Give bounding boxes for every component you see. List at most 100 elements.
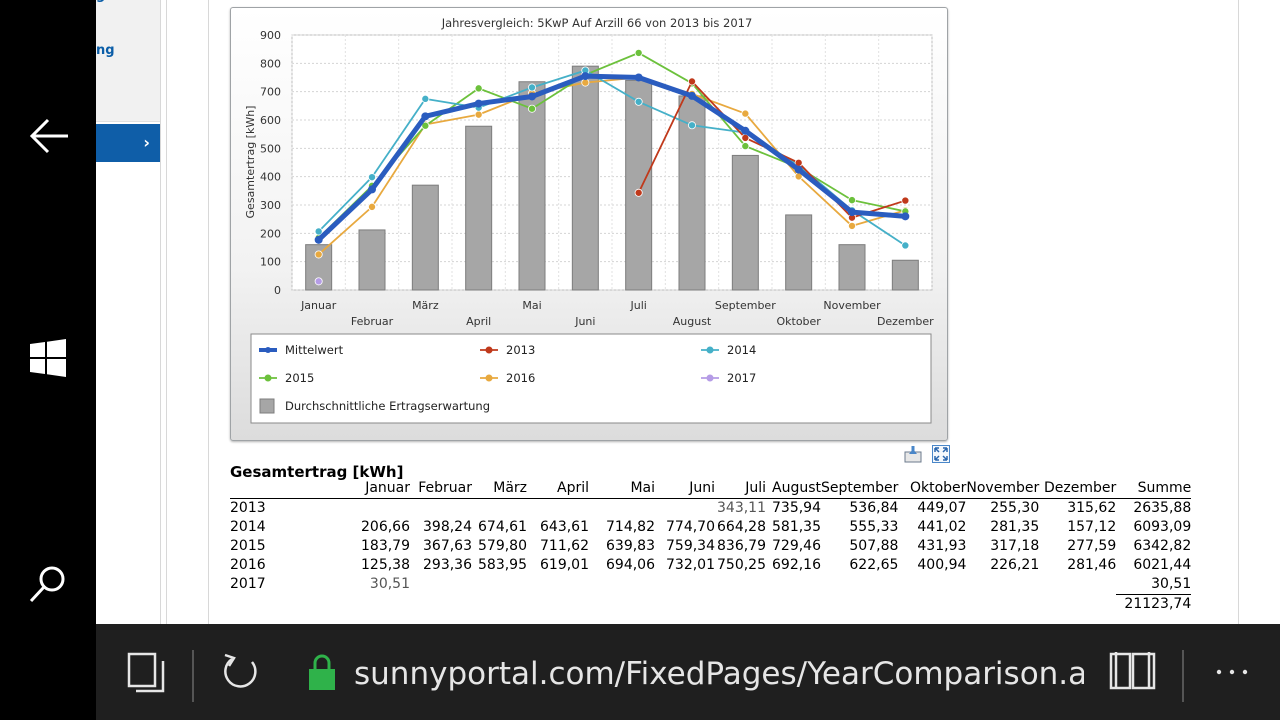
table-row: 2015 183,79 367,63 579,80 711,62 639,83 759,34… [230, 537, 1191, 556]
column-header: Juni [655, 479, 715, 499]
legend-swatch [259, 398, 275, 414]
data-point [314, 250, 323, 259]
bar [731, 154, 759, 291]
table-cell [472, 575, 527, 595]
table-cell: 183,79 [361, 538, 410, 554]
grand-total: 21123,74 [1116, 594, 1192, 614]
table-cell: 732,01 [666, 557, 715, 573]
y-tick-label: 200 [260, 227, 281, 240]
table-cell [898, 575, 966, 595]
y-tick-label: 0 [274, 284, 281, 297]
data-point [314, 277, 323, 286]
x-tick-label: Juli [630, 299, 647, 312]
legend-label: 2014 [727, 343, 756, 357]
data-point [741, 126, 750, 135]
row-year: 2017 [230, 576, 266, 593]
separator [1182, 650, 1184, 702]
column-header: Februar [410, 479, 472, 499]
x-tick-label: Februar [351, 315, 394, 328]
table-cell: 281,46 [1067, 557, 1117, 573]
nav-item-3[interactable]: ng [96, 37, 160, 66]
bar [518, 81, 546, 291]
search-icon[interactable] [18, 554, 78, 614]
data-point [314, 227, 323, 236]
legend-label: 2016 [506, 371, 535, 385]
yield-table: Januar Februar März April Mai Juni Juli August S… [230, 479, 1192, 615]
nav-item-4[interactable] [96, 65, 160, 94]
x-tick-label: November [823, 299, 881, 312]
nav-item-active[interactable]: › [96, 124, 160, 162]
column-header: Juli [715, 479, 766, 499]
table-cell: 619,01 [540, 557, 589, 573]
table-cell: 729,46 [772, 538, 821, 554]
table-cell: 536,84 [849, 500, 899, 516]
table-cell: 836,79 [717, 538, 766, 554]
bar [571, 65, 599, 291]
x-tick-label: Januar [300, 299, 337, 312]
chart-panel: Jahresvergleich: 5KwP Auf Arzill 66 von … [230, 7, 948, 441]
tabs-icon[interactable] [124, 648, 168, 696]
table-row: 2017 30,51 30,51 [230, 575, 1191, 595]
table-cell [821, 575, 898, 595]
table-cell: 277,59 [1067, 538, 1117, 554]
separator [192, 650, 194, 702]
table-cell: 735,94 [772, 500, 821, 516]
data-point [634, 73, 643, 82]
table-cell: 343,11 [717, 500, 766, 516]
fullscreen-icon[interactable] [932, 445, 950, 463]
bar [891, 259, 919, 291]
table-cell: 449,07 [917, 500, 967, 516]
data-point [848, 221, 857, 230]
table-cell: 255,30 [990, 500, 1040, 516]
table-cell: 643,61 [540, 519, 589, 535]
url-field[interactable]: sunnyportal.com/FixedPages/YearCompariso… [354, 656, 1084, 692]
table-cell: 774,70 [666, 519, 715, 535]
legend-marker [265, 347, 271, 353]
column-header: März [472, 479, 527, 499]
column-header: Januar [330, 479, 410, 499]
system-bar [0, 0, 96, 720]
nav-item-2[interactable] [96, 10, 160, 39]
windows-logo-icon[interactable] [18, 328, 78, 388]
data-point [527, 83, 536, 92]
legend-marker [485, 346, 493, 354]
table-cell: 759,34 [666, 538, 715, 554]
data-point [314, 235, 323, 244]
year-comparison-chart: Jahresvergleich: 5KwP Auf Arzill 66 von … [244, 16, 934, 424]
table-cell: 639,83 [606, 538, 655, 554]
reading-view-icon[interactable] [1108, 648, 1158, 696]
data-point [474, 99, 483, 108]
refresh-icon[interactable] [218, 648, 264, 696]
table-cell: 157,12 [1067, 519, 1117, 535]
data-point [634, 188, 643, 197]
row-sum: 30,51 [1151, 576, 1192, 592]
table-cell [527, 575, 589, 595]
table-cell: 694,06 [606, 557, 655, 573]
legend-marker [706, 346, 714, 354]
table-cell: 664,28 [717, 519, 766, 535]
back-arrow-icon[interactable] [18, 106, 78, 166]
table-cell [230, 595, 1116, 615]
bar [358, 229, 386, 291]
legend-marker [264, 374, 272, 382]
table-row: 2016 125,38 293,36 583,95 619,01 694,06 732,01… [230, 556, 1191, 575]
export-icon[interactable] [904, 445, 922, 463]
table-cell: 674,61 [478, 519, 527, 535]
y-tick-label: 100 [260, 256, 281, 269]
nav-item-5[interactable] [96, 93, 160, 122]
web-page: g ng › Jahresvergleich: 5KwP Auf Arzill … [96, 0, 1280, 624]
column-header: November [966, 479, 1040, 499]
table-cell: 30,51 [369, 576, 410, 593]
table-cell: 583,95 [478, 557, 527, 573]
data-point [528, 92, 536, 101]
table-cell [1039, 575, 1116, 595]
y-tick-label: 400 [260, 171, 281, 184]
data-point [634, 97, 643, 106]
column-header: Oktober [898, 479, 967, 499]
column-header: Summe [1116, 479, 1192, 499]
bar [411, 184, 439, 291]
legend-label: 2013 [506, 343, 535, 357]
more-icon[interactable] [1212, 648, 1252, 696]
table-cell: 281,35 [990, 519, 1040, 535]
nav-item-label: ng [96, 43, 115, 58]
